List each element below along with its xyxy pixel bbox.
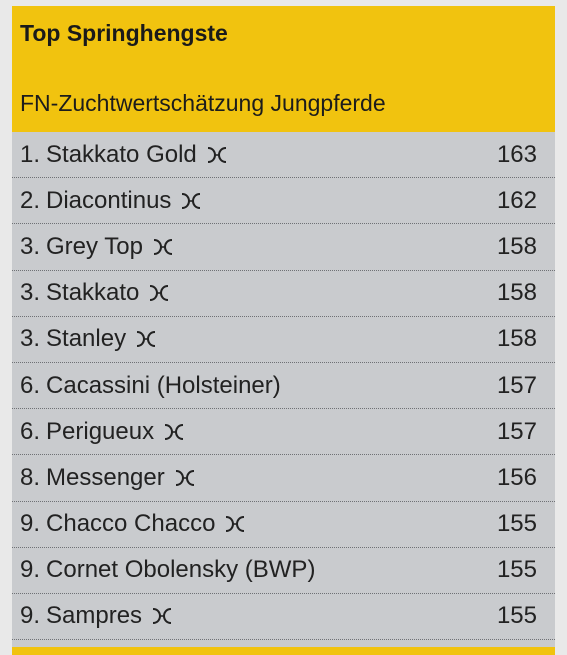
row-rank: 8. xyxy=(20,463,41,491)
row-stallion-name: Chacco Chacco xyxy=(46,510,216,538)
row-rank: 3. xyxy=(20,279,41,307)
row-rank: 3. xyxy=(20,325,41,353)
hannoveraner-brand-icon xyxy=(179,191,203,211)
row-score: 155 xyxy=(496,602,537,630)
row-score: 158 xyxy=(496,279,537,307)
footer-bar xyxy=(12,647,555,655)
row-stallion-name: Stakkato xyxy=(46,279,140,307)
table-row: 9. Sampres 155 xyxy=(12,594,555,641)
row-stallion-name: Cacassini (Holsteiner) xyxy=(46,371,281,399)
hannoveraner-brand-icon xyxy=(147,283,171,303)
row-score: 157 xyxy=(496,417,537,445)
table-row: 9. Cornet Obolensky (BWP) 155 xyxy=(12,548,555,594)
row-score: 157 xyxy=(496,371,537,399)
row-rank: 6. xyxy=(20,417,41,445)
table-row: 1. Stakkato Gold 163 xyxy=(12,132,555,179)
hannoveraner-brand-icon xyxy=(150,606,174,626)
table-row: 2. Diacontinus 162 xyxy=(12,178,555,225)
hannoveraner-brand-icon xyxy=(134,329,158,349)
table-row: 3. Stakkato 158 xyxy=(12,271,555,317)
row-stallion-name: Stanley xyxy=(46,325,127,353)
table-title: Top Springhengste xyxy=(20,20,228,46)
row-stallion-name: Diacontinus xyxy=(46,186,172,214)
table-row: 8. Messenger 156 xyxy=(12,455,555,502)
table-row: 3. Grey Top 158 xyxy=(12,224,555,271)
ranking-list: 1. Stakkato Gold 163 2. Diacontinus 162 3. Grey… xyxy=(12,132,555,641)
table-subtitle: FN-Zuchtwertschätzung Jungpferde xyxy=(20,90,386,116)
row-rank: 9. xyxy=(20,510,41,538)
row-score: 163 xyxy=(496,140,537,168)
row-rank: 9. xyxy=(20,602,41,630)
row-rank: 2. xyxy=(20,186,41,214)
row-score: 162 xyxy=(496,186,537,214)
table-row: 9. Chacco Chacco 155 xyxy=(12,502,555,548)
hannoveraner-brand-icon xyxy=(162,422,186,442)
row-stallion-name: Messenger xyxy=(46,463,165,491)
row-score: 155 xyxy=(496,510,537,538)
table-row: 6. Cacassini (Holsteiner) 157 xyxy=(12,363,555,410)
row-score: 158 xyxy=(496,325,537,353)
row-stallion-name: Cornet Obolensky (BWP) xyxy=(46,556,316,584)
row-rank: 1. xyxy=(20,140,41,168)
row-score: 156 xyxy=(496,463,537,491)
table-row: 3. Stanley 158 xyxy=(12,317,555,363)
row-rank: 6. xyxy=(20,371,41,399)
ranking-card: Top Springhengste FN-Zuchtwertschätzung … xyxy=(12,6,555,655)
row-score: 155 xyxy=(496,556,537,584)
hannoveraner-brand-icon xyxy=(173,468,197,488)
row-score: 158 xyxy=(496,232,537,260)
row-stallion-name: Stakkato Gold xyxy=(46,140,197,168)
row-stallion-name: Perigueux xyxy=(46,417,155,445)
row-stallion-name: Grey Top xyxy=(46,232,143,260)
row-rank: 3. xyxy=(20,232,41,260)
row-rank: 9. xyxy=(20,556,41,584)
hannoveraner-brand-icon xyxy=(205,145,229,165)
hannoveraner-brand-icon xyxy=(151,237,175,257)
hannoveraner-brand-icon xyxy=(223,514,247,534)
table-header: Top Springhengste FN-Zuchtwertschätzung … xyxy=(12,6,555,132)
table-row: 6. Perigueux 157 xyxy=(12,409,555,456)
row-stallion-name: Sampres xyxy=(46,602,143,630)
